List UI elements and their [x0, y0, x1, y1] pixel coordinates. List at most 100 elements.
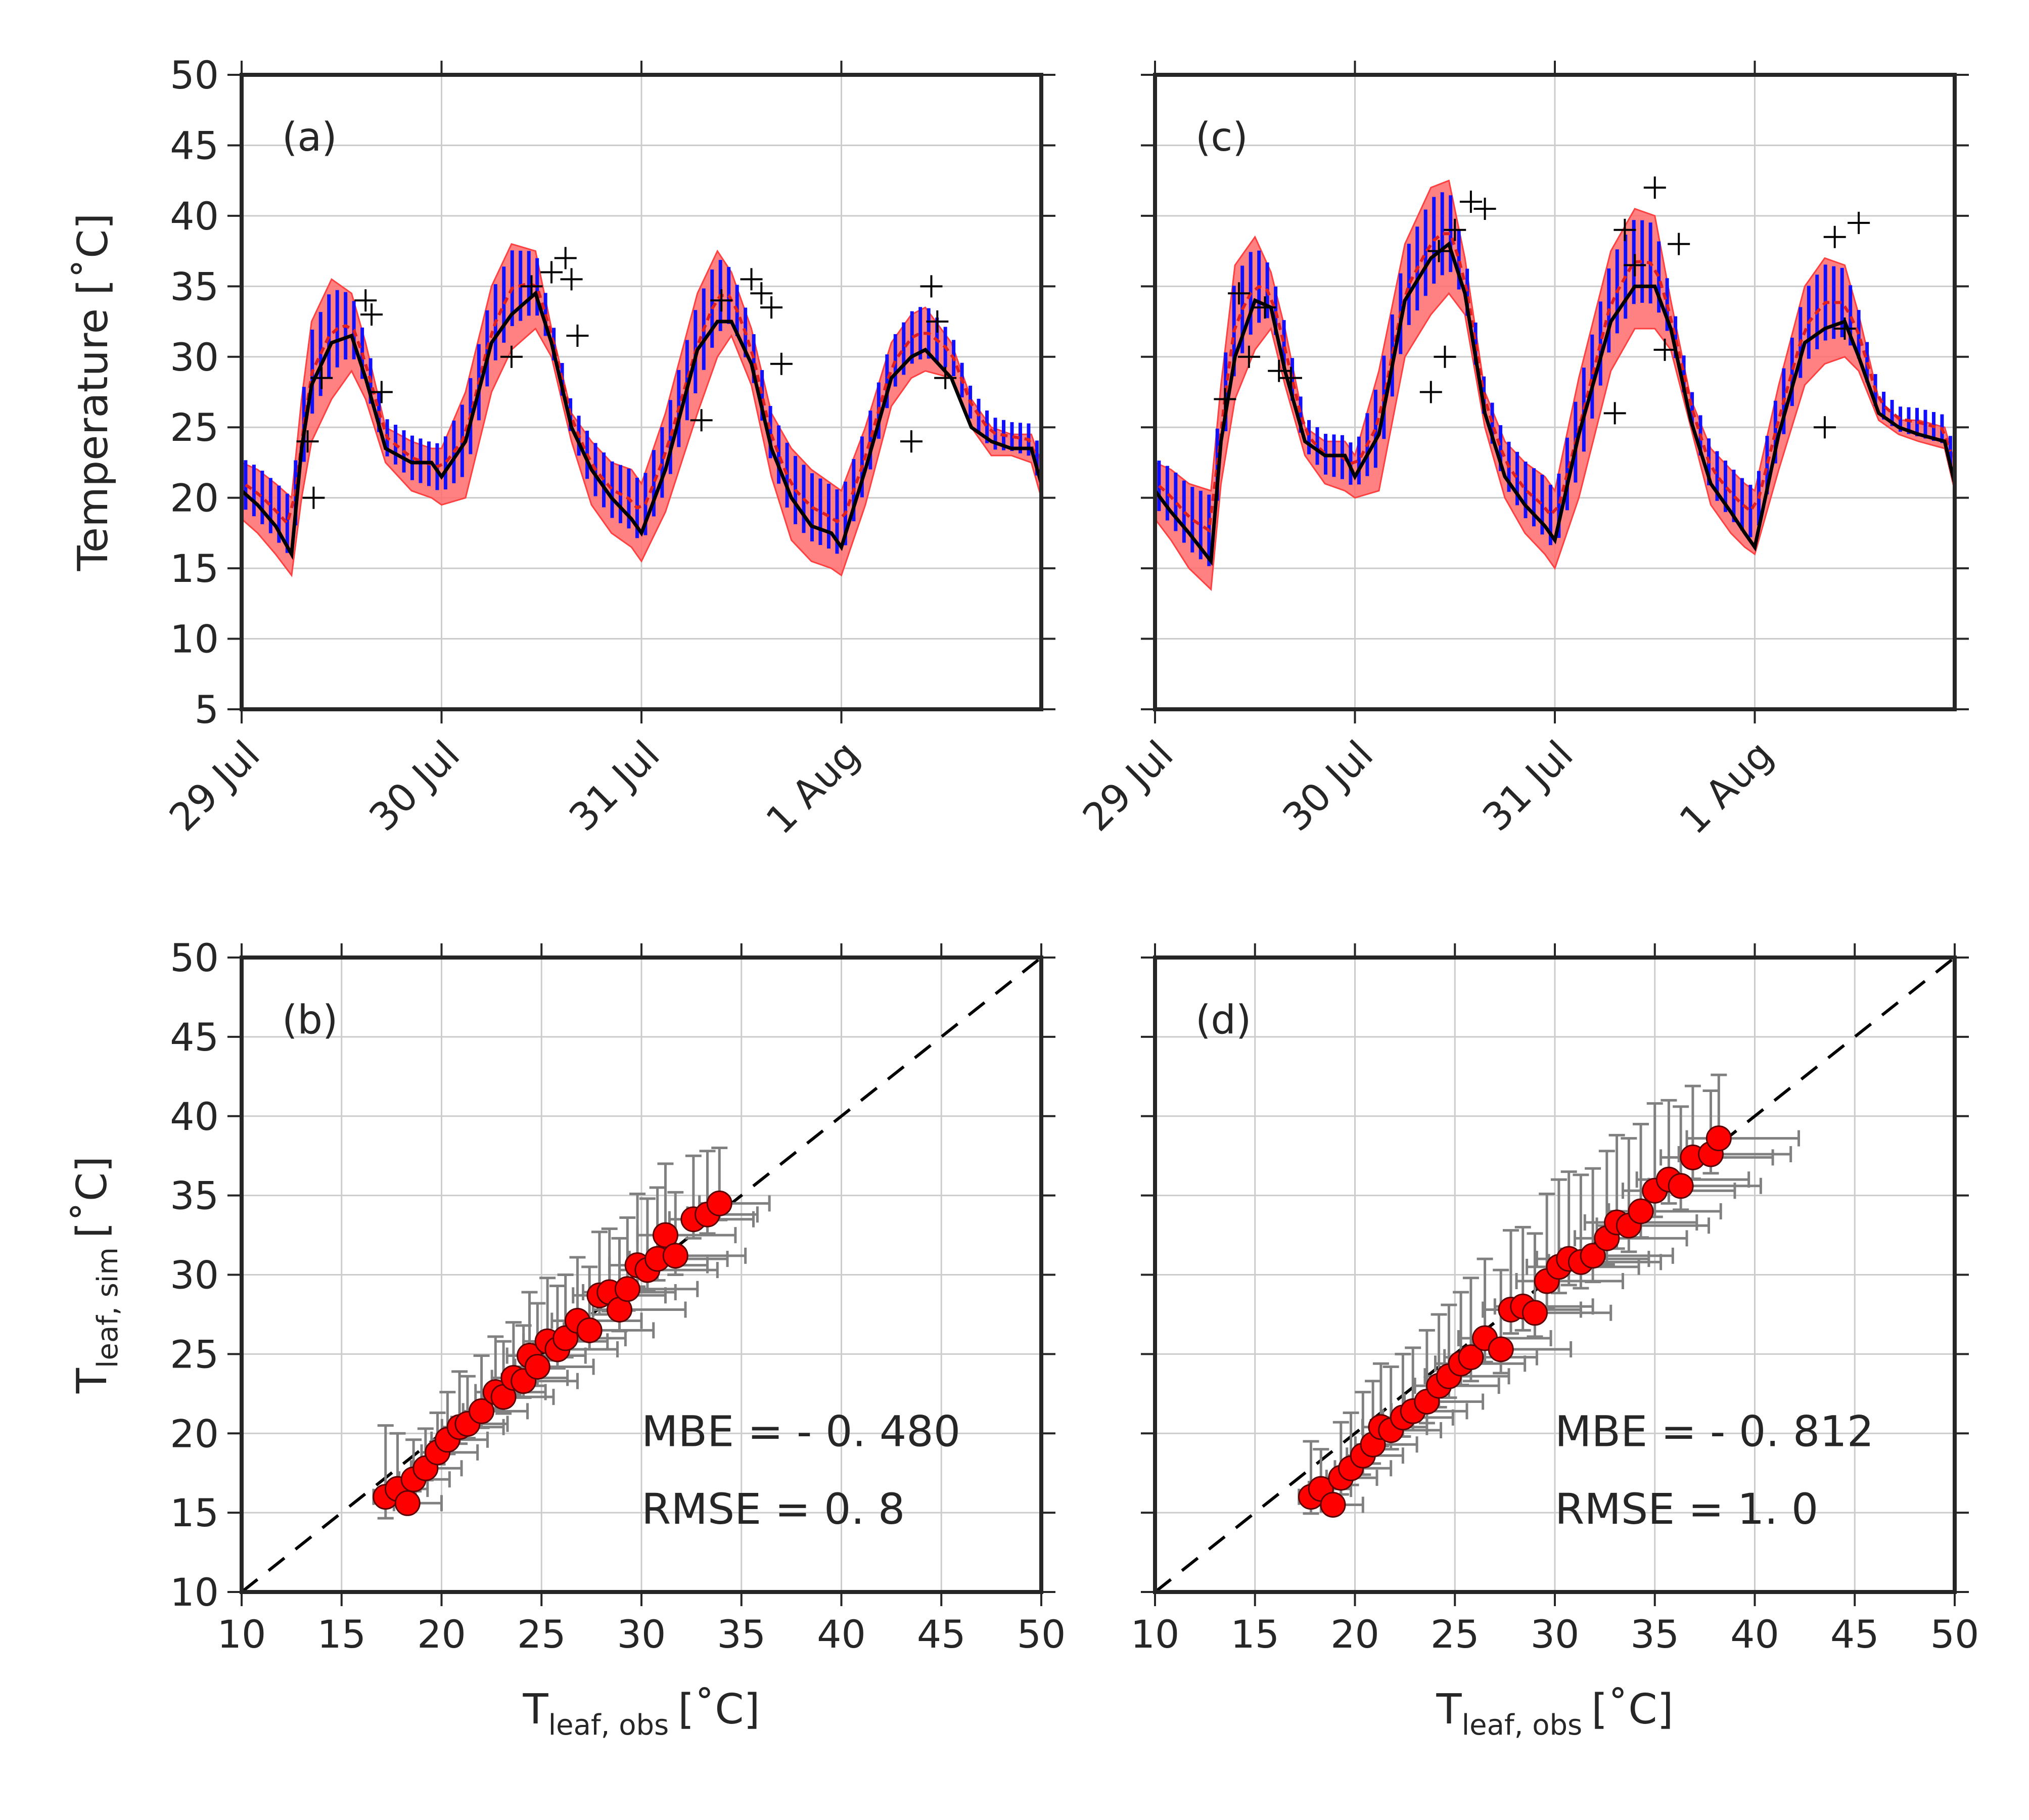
x-tick-label: 20	[1330, 1612, 1379, 1657]
x-tick-label: 29 Jul	[160, 732, 268, 840]
observed-point	[690, 409, 713, 432]
observed-point	[370, 381, 393, 403]
error-bar	[636, 1162, 737, 1258]
y-tick-label: 50	[170, 935, 219, 980]
x-tick-label: 50	[1017, 1612, 1066, 1657]
x-tick-label: 40	[1730, 1612, 1779, 1657]
y-tick-label: 35	[170, 1173, 219, 1218]
x-tick-label: 15	[317, 1612, 366, 1657]
ensemble-mean-line	[245, 282, 1039, 527]
simulation-line	[240, 290, 1043, 560]
error-bar	[1685, 1073, 1801, 1159]
scatter-point	[394, 1490, 421, 1516]
observed-point	[770, 352, 793, 375]
observed-point	[1823, 225, 1846, 248]
observed-point	[1603, 402, 1626, 425]
observed-point	[750, 282, 773, 305]
panel-label: (d)	[1195, 997, 1251, 1043]
y-tick-label: 35	[170, 264, 219, 309]
x-tick-label: 45	[1830, 1612, 1879, 1657]
observed-point	[1668, 233, 1690, 255]
panel-c-timeseries: (c) 29 Jul 30 Jul 31 Jul 1 Aug	[1074, 61, 1969, 843]
observed-point	[1848, 211, 1870, 234]
x-tick-label: 35	[1630, 1612, 1679, 1657]
scatter-point	[706, 1190, 732, 1216]
x-tick-label: 40	[817, 1612, 866, 1657]
observed-point	[1214, 388, 1236, 411]
observed-point	[926, 310, 949, 333]
y-tick-label: 45	[170, 123, 219, 168]
scatter-point	[1580, 1243, 1606, 1269]
observed-point	[710, 289, 733, 312]
y-tick-label: 50	[170, 53, 219, 98]
observed-point	[1813, 416, 1836, 439]
x-tick-label: 31 Jul	[1473, 732, 1581, 840]
x-tick-label: 29 Jul	[1074, 732, 1181, 840]
panel-b-scatter: (b) MBE = - 0. 480 RMSE = 0. 8 10 15 20 25 30 35…	[68, 935, 1066, 1742]
x-tick-label: 10	[217, 1612, 266, 1657]
observed-point	[1279, 367, 1302, 389]
scatter-point	[524, 1353, 550, 1380]
observed-point	[1444, 218, 1466, 241]
error-bar	[1595, 1137, 1711, 1253]
error-bar	[1443, 1277, 1538, 1383]
observed-point	[920, 275, 943, 298]
scatter-point	[1668, 1173, 1694, 1199]
plot-frame	[240, 73, 1043, 711]
error-bar	[1423, 1303, 1510, 1399]
rmse-stat: RMSE = 0. 8	[641, 1484, 905, 1534]
observed-point	[360, 303, 383, 326]
observed-point	[560, 268, 583, 291]
scatter-point	[469, 1398, 495, 1424]
observed-point	[554, 247, 577, 269]
rmse-stat: RMSE = 1. 0	[1555, 1484, 1818, 1534]
error-bar	[698, 1147, 771, 1221]
x-tick-label: 10	[1131, 1612, 1180, 1657]
scatter-point	[1628, 1198, 1654, 1224]
y-axis-label: Tleaf, sim[˚C]	[68, 1156, 124, 1394]
x-tick-label: 50	[1930, 1612, 1979, 1657]
y-tick-label: 20	[170, 1411, 219, 1456]
scatter-point	[1521, 1300, 1548, 1326]
scatter-point	[652, 1222, 678, 1248]
x-tick-label: 30 Jul	[1274, 732, 1381, 840]
scatter-point	[1488, 1336, 1514, 1362]
observed-point	[900, 430, 923, 453]
y-tick-label: 25	[170, 405, 219, 450]
x-tick-label: 30 Jul	[360, 732, 468, 840]
y-tick-label: 5	[195, 687, 219, 732]
observed-point	[520, 275, 543, 298]
y-tick-label: 15	[170, 1490, 219, 1535]
y-tick-label: 45	[170, 1015, 219, 1060]
plot-frame	[240, 956, 1043, 1594]
observed-point	[1833, 317, 1856, 340]
observed-point	[1228, 282, 1251, 305]
mbe-stat: MBE = - 0. 812	[1555, 1406, 1874, 1456]
x-axis-label: Tleaf, obs [˚C]	[523, 1686, 760, 1742]
x-tick-label: 35	[717, 1612, 766, 1657]
observed-point	[1643, 176, 1666, 199]
x-tick-label: 25	[517, 1612, 566, 1657]
observed-point	[566, 324, 589, 347]
scatter-point	[662, 1243, 688, 1269]
observed-point	[1434, 345, 1456, 368]
observed-point	[500, 345, 523, 368]
panel-a-timeseries: (a) 5 10 15 20 25 30 35 40 45 50 Temperature [˚C] 29…	[69, 53, 1055, 843]
observed-point	[1473, 197, 1496, 220]
x-tick-label: 45	[917, 1612, 966, 1657]
x-tick-label: 1 Aug	[1671, 732, 1781, 843]
observed-point	[1624, 254, 1646, 277]
y-tick-label: 15	[170, 546, 219, 591]
observed-point	[540, 261, 563, 284]
plot-frame	[1153, 956, 1957, 1594]
observed-point	[1459, 191, 1482, 213]
x-tick-label: 15	[1230, 1612, 1279, 1657]
x-tick-label: 25	[1431, 1612, 1480, 1657]
scatter-point	[1458, 1344, 1484, 1371]
observed-point	[302, 486, 325, 509]
x-tick-label: 1 Aug	[757, 732, 868, 843]
observed-point	[1419, 381, 1442, 403]
panel-label: (a)	[282, 115, 337, 160]
observed-point	[934, 367, 957, 389]
observed-point	[296, 430, 319, 453]
